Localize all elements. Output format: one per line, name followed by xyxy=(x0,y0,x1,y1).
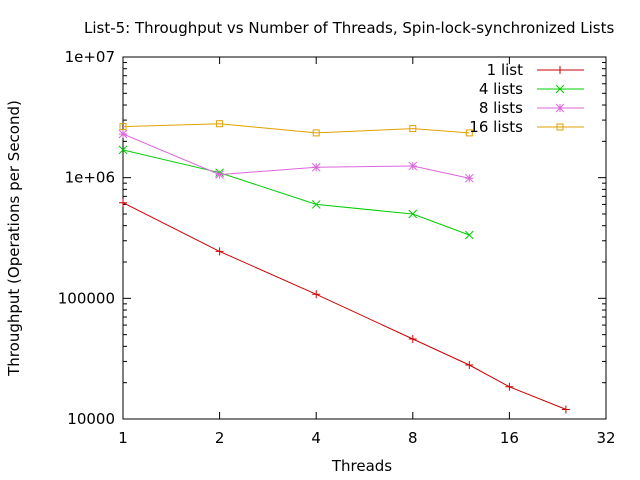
y-tick-label: 1e+07 xyxy=(65,48,115,66)
x-axis-title: Threads xyxy=(331,457,392,475)
x-tick-label: 2 xyxy=(215,429,225,447)
plus-marker xyxy=(312,290,321,299)
plus-marker xyxy=(505,382,514,391)
series-4-lists xyxy=(118,145,474,240)
square-marker xyxy=(312,129,320,137)
x-tick-label: 1 xyxy=(118,429,128,447)
series-line xyxy=(122,202,567,410)
series-16-lists xyxy=(119,120,473,137)
legend-item: 4 lists xyxy=(479,80,584,98)
x-tick-label: 4 xyxy=(311,429,321,447)
star-marker xyxy=(118,129,128,139)
star-marker xyxy=(464,173,474,183)
square-marker xyxy=(216,120,224,128)
series-line xyxy=(122,133,470,179)
x-tick-label: 16 xyxy=(500,429,519,447)
plus-marker xyxy=(556,66,564,74)
y-tick-label: 10000 xyxy=(67,410,115,428)
series-line xyxy=(122,149,470,236)
star-marker xyxy=(408,161,418,171)
cross-marker xyxy=(118,145,128,155)
cross-marker xyxy=(311,200,321,209)
star-marker xyxy=(311,162,321,172)
legend-label: 4 lists xyxy=(479,80,523,98)
series-8-lists xyxy=(118,129,474,183)
legend-item: 16 lists xyxy=(469,118,584,136)
legend-item: 8 lists xyxy=(479,99,584,117)
plus-marker xyxy=(465,361,474,370)
cross-marker xyxy=(555,84,565,94)
y-axis: 10000 100000 1e+06 1e+07 xyxy=(58,48,606,428)
legend-label: 16 lists xyxy=(469,118,523,136)
square-marker xyxy=(556,123,564,131)
legend-label: 1 list xyxy=(487,61,523,79)
plus-marker xyxy=(561,405,570,414)
square-marker xyxy=(409,125,417,133)
square-marker xyxy=(119,123,127,131)
y-axis-title: Throughput (Operations per Second) xyxy=(5,100,23,377)
square-marker xyxy=(465,129,473,137)
plus-marker xyxy=(215,247,224,256)
y-tick-label: 1e+06 xyxy=(65,169,115,187)
series-1-list xyxy=(119,198,570,414)
chart-title: List-5: Throughput vs Number of Threads,… xyxy=(84,19,614,37)
series-line xyxy=(122,123,470,134)
star-marker xyxy=(215,170,224,179)
plus-marker xyxy=(408,335,417,344)
y-tick-label: 100000 xyxy=(58,289,115,307)
star-marker xyxy=(555,103,565,113)
plot-area-frame xyxy=(122,56,607,420)
cross-marker xyxy=(464,230,474,240)
legend-item: 1 list xyxy=(487,61,584,79)
x-tick-label: 32 xyxy=(596,429,615,447)
x-tick-label: 8 xyxy=(408,429,418,447)
legend-label: 8 lists xyxy=(479,99,523,117)
cross-marker xyxy=(408,209,418,219)
x-axis: 1 2 4 8 16 32 xyxy=(118,57,616,447)
series-group xyxy=(118,120,570,414)
plus-marker xyxy=(119,198,127,207)
